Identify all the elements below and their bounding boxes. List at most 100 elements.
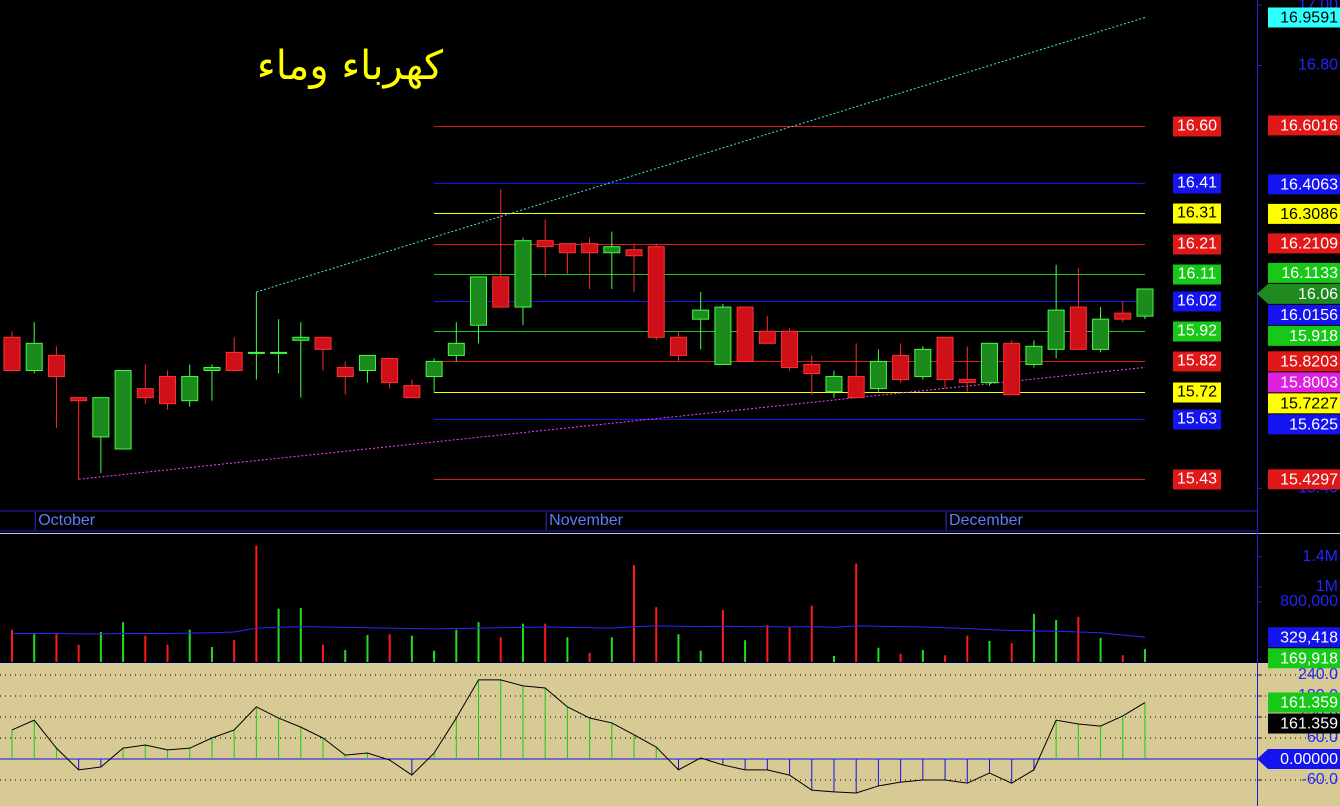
volume-bar [11, 629, 13, 662]
value-tag-label: 16.9591 [1280, 10, 1338, 27]
candle-body [669, 336, 687, 356]
value-tag [1268, 7, 1340, 28]
volume-bar [210, 646, 213, 662]
level-label: 15.92 [1177, 323, 1217, 340]
volume-bar [610, 637, 613, 662]
volume-bar [966, 635, 969, 662]
candle-body [314, 336, 332, 350]
value-tag-label: 15.7227 [1280, 396, 1338, 413]
candle-body [92, 397, 110, 438]
volume-bar [899, 653, 902, 662]
volume-bar [988, 640, 991, 662]
volume-bar [455, 629, 458, 662]
candle-body [1092, 318, 1110, 350]
value-tag-label: 161.359 [1280, 695, 1338, 712]
level-label: 15.82 [1177, 353, 1217, 370]
candle-body [381, 357, 399, 384]
volume-bar [55, 634, 58, 662]
candle-body [181, 376, 199, 402]
volume-bar [188, 629, 191, 662]
candle-body [536, 240, 554, 248]
level-label-box [1173, 291, 1221, 312]
candle-body [603, 246, 621, 254]
candle-body [1003, 342, 1021, 396]
value-tag [1268, 414, 1340, 435]
volume-bar [1055, 619, 1058, 662]
level-label-box [1173, 203, 1221, 224]
y-tick-label: 800,000 [1280, 593, 1338, 610]
value-tag [1268, 713, 1340, 734]
volume-bar [433, 650, 436, 662]
value-tag-label: 15.918 [1289, 328, 1338, 345]
x-tick-label: December [949, 512, 1023, 529]
volume-bar [1144, 649, 1146, 662]
candle-body [3, 336, 21, 371]
volume-average [12, 625, 1146, 638]
candle-body [447, 342, 465, 356]
volume-bar [144, 635, 147, 662]
volume-bar [810, 605, 813, 662]
x-tick-label: November [549, 512, 623, 529]
value-tag-label: 15.8003 [1280, 375, 1338, 392]
level-label-box [1173, 321, 1221, 342]
candle-body [47, 354, 65, 378]
value-tag [1257, 283, 1340, 304]
chart-title: كهرباء وماء [257, 43, 444, 89]
candle-body [70, 397, 88, 402]
value-tag-label: 16.0156 [1280, 307, 1338, 324]
volume-bar [944, 655, 947, 662]
volume-bar [677, 634, 680, 662]
volume-bar [544, 623, 547, 662]
level-label: 16.11 [1178, 266, 1217, 283]
y-tick-label: 1M [1316, 578, 1338, 595]
value-tag [1268, 233, 1340, 254]
level-label-box [1173, 234, 1221, 255]
volume-bar [122, 622, 125, 662]
volume-bar [921, 649, 924, 662]
value-tag [1268, 393, 1340, 414]
volume-bar [388, 634, 391, 662]
level-label: 16.21 [1177, 236, 1217, 253]
candle-body [136, 388, 154, 399]
candle-body [714, 306, 732, 365]
value-tag-label: 16.4063 [1280, 177, 1338, 194]
candle-body [1069, 306, 1087, 350]
y-tick-label: 1.4M [1302, 548, 1338, 565]
volume-bar [1077, 616, 1080, 662]
value-tag-label: 16.3086 [1280, 206, 1338, 223]
volume-bar [1121, 655, 1124, 662]
volume-bar [233, 640, 236, 662]
value-tag [1268, 174, 1340, 195]
volume-bar [99, 631, 102, 662]
value-tag-label: 16.2109 [1280, 236, 1338, 253]
candle-body [914, 348, 932, 378]
candle-body [225, 351, 243, 371]
level-label: 15.63 [1177, 411, 1217, 428]
value-tag [1268, 627, 1340, 648]
volume-bar [721, 610, 724, 662]
level-label-box [1173, 264, 1221, 285]
tags: 16.9591 16.6016 16.4063 16.3086 16.2109 16.11… [1257, 7, 1340, 769]
level-label-box [1173, 382, 1221, 403]
level-label: 16.31 [1177, 205, 1217, 222]
candle-body [803, 363, 821, 375]
volume-bar [1010, 643, 1013, 662]
value-tag [1257, 748, 1340, 769]
value-tag [1268, 648, 1340, 669]
volume-bar [33, 634, 36, 662]
candle-body [1136, 288, 1154, 317]
candle-body [847, 376, 865, 399]
level-label: 16.41 [1177, 175, 1217, 192]
volume-bar [766, 625, 769, 662]
candle-body [403, 385, 421, 399]
candle-body [1025, 345, 1043, 365]
candle-body [892, 354, 910, 381]
volume-bar [744, 640, 747, 662]
candle-body [159, 376, 177, 405]
value-tag-label: 16.6016 [1280, 118, 1338, 135]
level-label-box [1173, 409, 1221, 430]
candle-body [758, 330, 776, 344]
